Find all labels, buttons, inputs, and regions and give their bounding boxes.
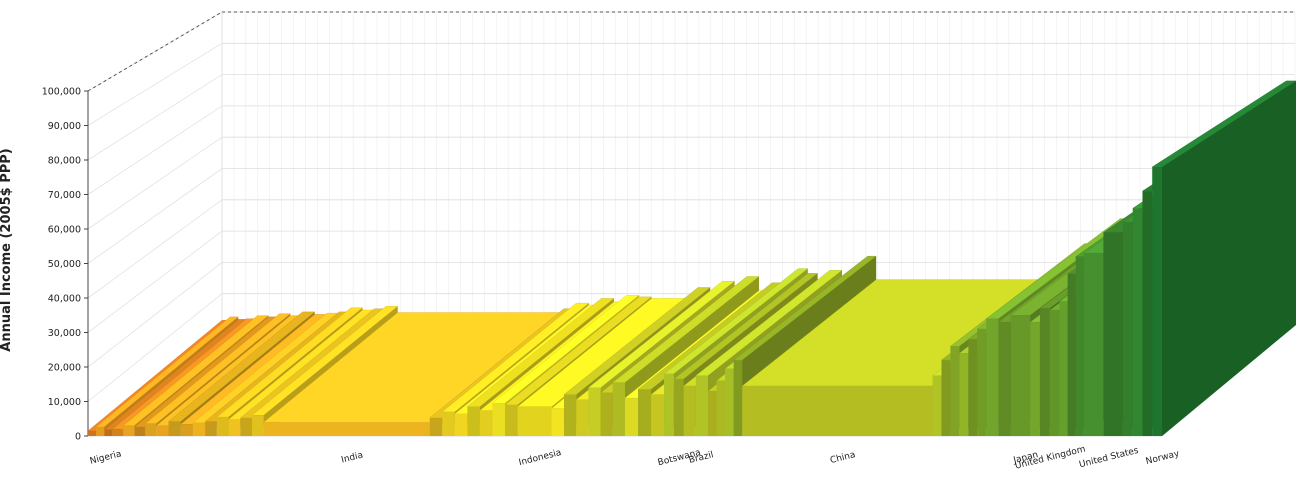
y-tick-label: 50,000 bbox=[48, 259, 81, 270]
side-wall-gridline bbox=[87, 168, 223, 264]
bar-front-face bbox=[707, 391, 717, 436]
side-wall-gridline bbox=[87, 74, 223, 161]
bar-front-face bbox=[683, 385, 696, 436]
bar-front-face bbox=[695, 375, 708, 436]
bar-front-face bbox=[88, 430, 97, 436]
bar-front-face bbox=[442, 411, 455, 436]
bar-front-face bbox=[551, 408, 564, 436]
bar-front-face bbox=[651, 394, 665, 436]
bar-front-face bbox=[1039, 308, 1050, 436]
bar-front-face bbox=[112, 429, 124, 436]
bar-side-face bbox=[1162, 80, 1296, 437]
y-tick-label: 100,000 bbox=[42, 87, 81, 98]
bar-front-face bbox=[1049, 310, 1060, 436]
bar-front-face bbox=[664, 373, 674, 436]
y-axis-ticks: 0 10,000 20,000 30,000 40,000 50,000 60,000 70,… bbox=[42, 87, 88, 443]
bar-front-face bbox=[517, 406, 552, 436]
bar-front-face bbox=[479, 410, 493, 436]
bar-front-face bbox=[941, 360, 951, 436]
bar-front-face bbox=[1142, 191, 1153, 436]
bar-front-face bbox=[716, 380, 726, 436]
bar-front-face bbox=[192, 422, 206, 436]
bar-front-face bbox=[216, 417, 229, 436]
country-label: China bbox=[829, 450, 856, 466]
bar-front-face bbox=[612, 382, 625, 436]
bar-front-face bbox=[638, 389, 652, 436]
bars-layer bbox=[87, 80, 1297, 437]
side-wall-gridline bbox=[87, 42, 223, 126]
bar-front-face bbox=[492, 403, 506, 436]
country-label: United States bbox=[1078, 446, 1140, 471]
bar-front-face bbox=[998, 322, 1011, 436]
bar-front-face bbox=[454, 413, 468, 436]
bar-front-face bbox=[625, 398, 639, 436]
bar-front-face bbox=[429, 418, 443, 436]
bar-front-face bbox=[1030, 322, 1040, 436]
side-wall-gridline bbox=[87, 262, 223, 368]
bar-front-face bbox=[673, 379, 684, 436]
bar-front-face bbox=[180, 424, 193, 436]
bar-front-face bbox=[977, 329, 987, 436]
bar-front-face bbox=[1083, 253, 1104, 436]
bar-front-face bbox=[563, 394, 577, 436]
bar-front-face bbox=[959, 353, 969, 436]
y-tick-label: 20,000 bbox=[48, 363, 81, 374]
bar-front-face bbox=[205, 421, 217, 436]
y-tick-label: 10,000 bbox=[48, 397, 81, 408]
bar bbox=[1151, 80, 1297, 437]
bar-front-face bbox=[156, 425, 169, 436]
bar-front-face bbox=[145, 423, 157, 436]
bar-front-face bbox=[228, 419, 241, 436]
bar-front-face bbox=[1059, 301, 1068, 436]
bar-front-face bbox=[1152, 166, 1162, 436]
country-label: India bbox=[340, 451, 364, 466]
bar-front-face bbox=[576, 399, 589, 436]
bar-front-face bbox=[986, 318, 999, 436]
side-wall-gridline bbox=[87, 105, 223, 195]
bar-front-face bbox=[96, 427, 105, 436]
bar-front-face bbox=[168, 421, 181, 436]
y-tick-label: 90,000 bbox=[48, 121, 81, 132]
bar-front-face bbox=[123, 425, 135, 436]
bar-front-face bbox=[1132, 208, 1143, 436]
bar-front-face bbox=[950, 346, 960, 436]
side-wall-gridline bbox=[87, 230, 223, 333]
side-wall-gridline bbox=[87, 293, 223, 402]
bar-front-face bbox=[588, 387, 601, 436]
bar-front-face bbox=[467, 406, 480, 436]
country-label: Nigeria bbox=[89, 449, 123, 466]
side-wall-gridline bbox=[87, 199, 223, 299]
bar-front-face bbox=[600, 392, 613, 436]
y-tick-label: 0 bbox=[75, 432, 81, 443]
y-tick-label: 30,000 bbox=[48, 328, 81, 339]
side-wall-gridline bbox=[87, 136, 223, 230]
bar-front-face bbox=[252, 415, 264, 436]
bar-front-face bbox=[263, 422, 430, 436]
bar-front-face bbox=[104, 429, 113, 436]
y-tick-label: 60,000 bbox=[48, 225, 81, 236]
bar-front-face bbox=[1075, 256, 1084, 436]
bar-front-face bbox=[505, 404, 518, 436]
bar-front-face bbox=[134, 427, 146, 436]
bar-front-face bbox=[1067, 273, 1076, 436]
bar-front-face bbox=[1010, 315, 1031, 436]
bar-front-face bbox=[240, 418, 253, 436]
bar-front-face bbox=[1103, 232, 1123, 436]
bar-front-face bbox=[968, 339, 978, 436]
bar-front-face bbox=[733, 360, 743, 436]
bar-front-face bbox=[1122, 222, 1133, 436]
top-left-depth-edge bbox=[87, 11, 223, 92]
y-tick-label: 80,000 bbox=[48, 156, 81, 167]
y-tick-label: 40,000 bbox=[48, 294, 81, 305]
bar-front-face bbox=[742, 385, 933, 436]
y-tick-label: 70,000 bbox=[48, 190, 81, 201]
country-label: Norway bbox=[1145, 449, 1181, 467]
country-label: Indonesia bbox=[518, 448, 563, 468]
bar-front-face bbox=[932, 375, 942, 436]
bar-front-face bbox=[725, 368, 734, 436]
